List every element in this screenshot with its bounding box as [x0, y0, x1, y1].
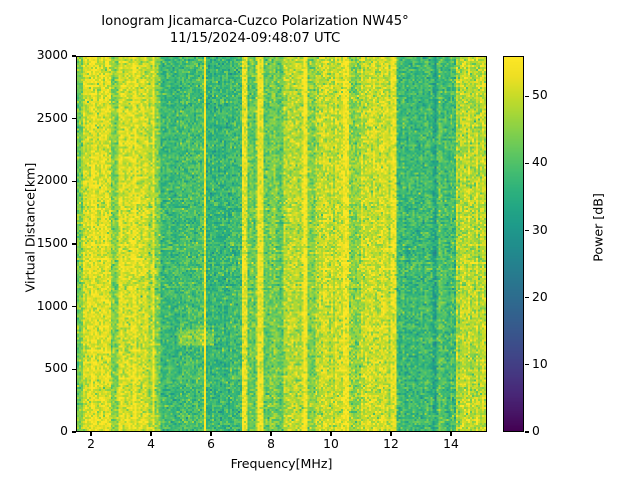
- y-tick-label: 2500: [36, 110, 68, 125]
- y-tick-mark: [72, 55, 76, 57]
- x-tick-mark: [390, 432, 392, 436]
- y-tick-label: 3000: [36, 48, 68, 62]
- y-tick-mark: [72, 243, 76, 245]
- x-tick-label: 4: [147, 437, 155, 451]
- x-tick-label: 12: [383, 437, 399, 451]
- colorbar-tick-label: 10: [532, 356, 548, 371]
- y-tick-label: 500: [44, 361, 68, 376]
- colorbar-tick-label: 40: [532, 155, 548, 170]
- y-tick-label: 0: [60, 424, 68, 438]
- y-tick-mark: [72, 368, 76, 370]
- figure-title: Ionogram Jicamarca-Cuzco Polarization NW…: [101, 14, 409, 46]
- x-tick-mark: [270, 432, 272, 436]
- y-axis-label: Virtual Distance[km]: [22, 162, 38, 293]
- x-tick-label: 10: [323, 437, 339, 451]
- colorbar-tick-mark: [525, 230, 529, 232]
- x-tick-mark: [210, 432, 212, 436]
- x-tick-mark: [150, 432, 152, 436]
- x-tick-mark: [90, 432, 92, 436]
- y-tick-mark: [72, 306, 76, 308]
- heatmap-pixels: [77, 57, 486, 431]
- ionogram-axes: [76, 56, 487, 432]
- ionogram-heatmap: [77, 57, 486, 431]
- x-tick-mark: [330, 432, 332, 436]
- x-axis-label: Frequency[MHz]: [230, 456, 333, 471]
- x-tick-label: 2: [87, 437, 95, 451]
- colorbar-label: Power [dB]: [590, 193, 606, 262]
- x-tick-label: 14: [443, 437, 459, 451]
- colorbar-tick-mark: [525, 431, 529, 433]
- colorbar-tick-mark: [525, 95, 529, 97]
- colorbar-tick-label: 20: [532, 289, 548, 304]
- colorbar-tick-mark: [525, 364, 529, 366]
- colorbar-tick-label: 30: [532, 222, 548, 237]
- colorbar: [503, 56, 524, 432]
- colorbar-tick-label: 50: [532, 88, 548, 103]
- y-tick-label: 1500: [36, 236, 68, 250]
- y-tick-mark: [72, 431, 76, 433]
- y-tick-label: 1000: [36, 298, 68, 313]
- y-tick-mark: [72, 180, 76, 182]
- y-tick-mark: [72, 118, 76, 120]
- y-tick-label: 2000: [36, 173, 68, 188]
- x-tick-mark: [450, 432, 452, 436]
- colorbar-tick-mark: [525, 162, 529, 164]
- colorbar-tick-mark: [525, 297, 529, 299]
- x-tick-label: 8: [267, 437, 275, 451]
- x-tick-label: 6: [207, 437, 215, 451]
- colorbar-tick-label: 0: [532, 424, 540, 438]
- colorbar-gradient: [504, 57, 523, 431]
